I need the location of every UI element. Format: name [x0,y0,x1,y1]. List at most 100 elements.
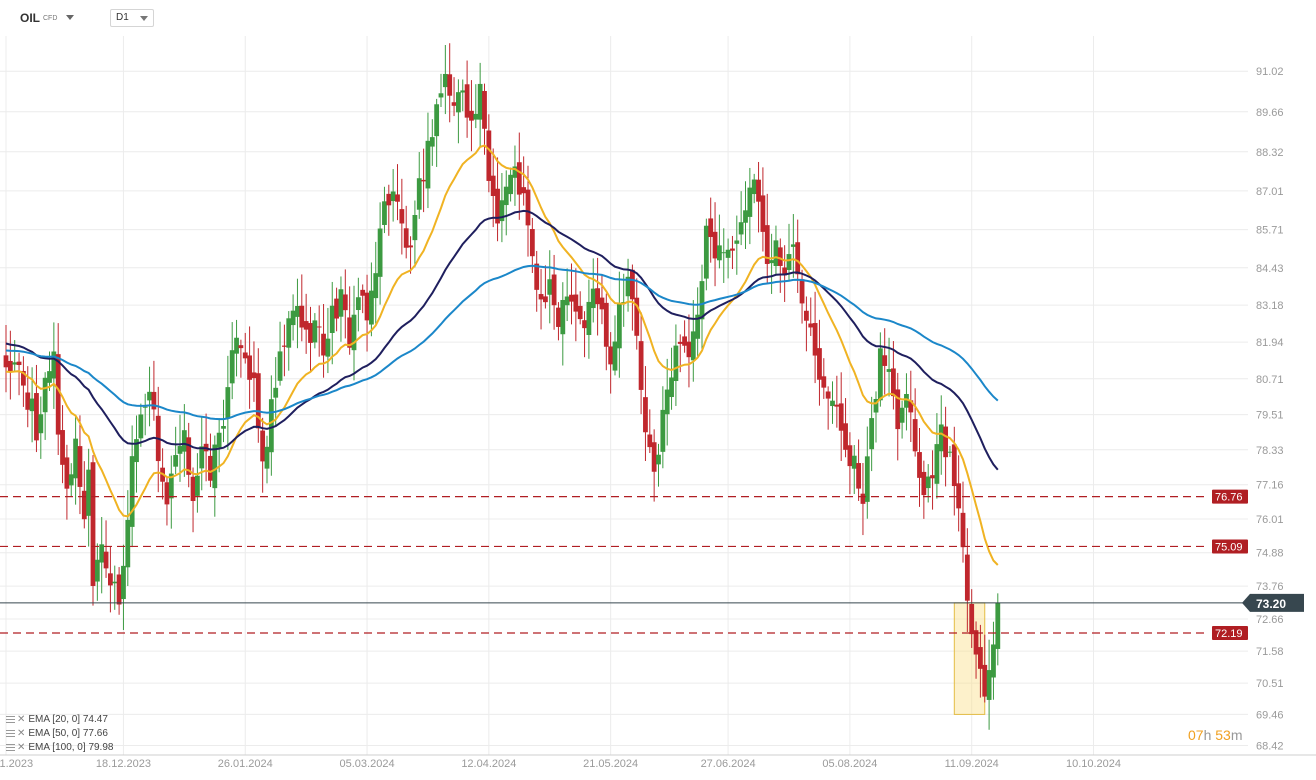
candle-body[interactable] [12,362,18,365]
candle-body[interactable] [334,298,339,319]
candle-body[interactable] [864,456,870,502]
candle-body[interactable] [499,200,505,222]
candle-body[interactable] [825,391,831,399]
candle-body[interactable] [338,289,344,317]
candle-body[interactable] [138,414,144,439]
candle-body[interactable] [560,299,566,335]
candle-body[interactable] [877,348,883,401]
candle-body[interactable] [856,463,861,489]
candle-body[interactable] [129,456,135,527]
candle-body[interactable] [582,320,587,329]
candle-body[interactable] [142,406,148,408]
candle-body[interactable] [782,267,788,276]
candle-body[interactable] [804,310,809,321]
candle-body[interactable] [260,430,266,462]
candle-body[interactable] [186,437,192,475]
candle-body[interactable] [16,361,22,366]
candle-body[interactable] [77,446,83,487]
candle-body[interactable] [612,341,618,371]
candle-body[interactable] [508,174,513,195]
candle-body[interactable] [382,201,387,225]
candle-body[interactable] [173,455,179,467]
candle-body[interactable] [495,188,500,224]
candle-body[interactable] [460,90,466,93]
candle-body[interactable] [438,93,444,98]
candle-body[interactable] [538,294,544,300]
candle-body[interactable] [725,249,731,258]
candle-body[interactable] [960,512,966,548]
candle-body[interactable] [225,387,231,419]
timeframe-select[interactable]: D1 [110,9,154,27]
candle-body[interactable] [682,336,687,346]
candle-body[interactable] [525,189,531,226]
candle-body[interactable] [116,574,122,605]
candle-body[interactable] [599,297,605,310]
candle-body[interactable] [943,426,948,458]
candle-body[interactable] [860,493,866,504]
candle-body[interactable] [773,240,779,267]
candle-body[interactable] [25,392,31,410]
candle-body[interactable] [90,462,96,586]
candle-body[interactable] [851,455,857,469]
candle-body[interactable] [282,345,287,347]
candle-body[interactable] [3,355,9,368]
candle-body[interactable] [199,446,205,469]
candle-body[interactable] [369,290,374,325]
candle-body[interactable] [756,179,761,202]
candle-body[interactable] [277,351,283,381]
candle-body[interactable] [408,245,413,248]
candle-body[interactable] [512,166,518,178]
symbol-dropdown-icon[interactable] [66,15,74,20]
candle-body[interactable] [7,360,13,372]
candle-body[interactable] [208,455,213,481]
candle-body[interactable] [308,323,313,343]
candle-body[interactable] [42,377,48,413]
close-icon[interactable]: ✕ [17,713,26,725]
candle-body[interactable] [556,307,561,327]
candle-body[interactable] [351,314,357,351]
candle-body[interactable] [234,337,239,354]
candle-body[interactable] [212,444,218,489]
candle-body[interactable] [586,301,592,335]
candle-body[interactable] [112,581,118,584]
candle-body[interactable] [595,288,600,305]
candle-body[interactable] [551,274,557,306]
legend-ema-100[interactable]: ✕ EMA [100, 0] 79.98 [6,740,113,754]
candle-body[interactable] [421,179,426,182]
candle-body[interactable] [638,341,644,390]
candle-body[interactable] [817,348,822,380]
candle-body[interactable] [951,444,957,487]
candle-body[interactable] [795,242,801,275]
candle-body[interactable] [643,397,648,433]
candle-body[interactable] [899,407,905,423]
candle-body[interactable] [386,193,392,206]
candle-body[interactable] [321,333,326,356]
candle-body[interactable] [412,215,418,241]
candle-body[interactable] [891,368,896,397]
candle-body[interactable] [125,519,131,568]
candle-body[interactable] [673,345,679,382]
candle-body[interactable] [364,292,370,321]
candle-body[interactable] [442,73,448,88]
candle-body[interactable] [429,137,435,147]
candle-body[interactable] [477,83,483,120]
candle-body[interactable] [425,140,431,189]
candle-body[interactable] [569,294,574,302]
candle-body[interactable] [94,559,100,582]
candle-body[interactable] [29,398,35,412]
candle-body[interactable] [73,438,78,479]
candle-body[interactable] [38,414,44,434]
candle-body[interactable] [886,369,892,372]
candle-body[interactable] [956,483,962,509]
candle-body[interactable] [299,305,305,328]
candle-body[interactable] [469,110,474,121]
candle-body[interactable] [456,92,461,113]
candle-body[interactable] [904,394,909,408]
candle-body[interactable] [786,254,792,270]
candle-body[interactable] [730,248,735,251]
candle-body[interactable] [373,273,379,299]
candle-body[interactable] [390,191,396,202]
candle-body[interactable] [838,403,844,431]
menu-icon[interactable] [6,743,15,751]
